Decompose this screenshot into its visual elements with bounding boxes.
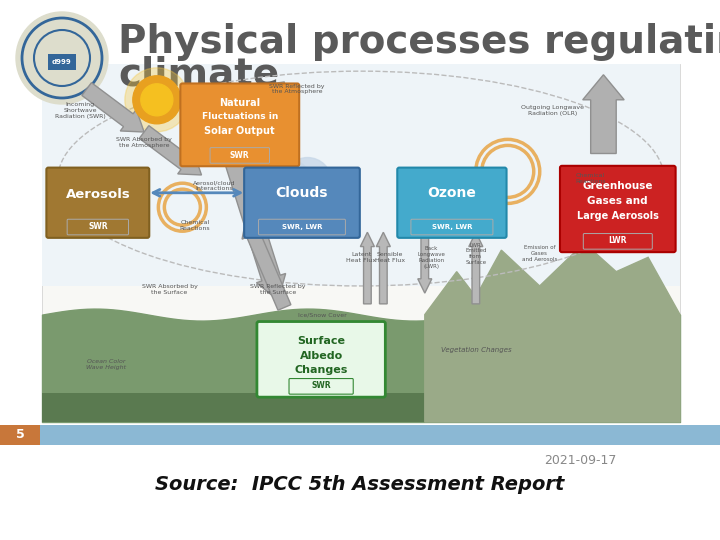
Text: Solar Output: Solar Output xyxy=(204,126,275,136)
Text: Ocean Color
Wave Height: Ocean Color Wave Height xyxy=(86,359,126,370)
Text: Source:  IPCC 5th Assessment Report: Source: IPCC 5th Assessment Report xyxy=(156,476,564,495)
Text: Gases and: Gases and xyxy=(588,196,648,206)
FancyArrow shape xyxy=(582,75,624,153)
Bar xyxy=(42,64,680,286)
Bar xyxy=(0,425,40,445)
Circle shape xyxy=(284,158,332,206)
FancyBboxPatch shape xyxy=(289,379,354,394)
Bar xyxy=(42,393,680,422)
Text: Ozone: Ozone xyxy=(428,186,477,200)
Text: Aerosol/cloud
Interactions: Aerosol/cloud Interactions xyxy=(193,180,235,191)
Circle shape xyxy=(125,68,189,132)
Text: Incoming
Shortwave
Radiation (SWR): Incoming Shortwave Radiation (SWR) xyxy=(55,102,106,119)
FancyBboxPatch shape xyxy=(181,84,300,166)
Bar xyxy=(48,54,76,70)
FancyArrow shape xyxy=(361,232,374,304)
Text: d999: d999 xyxy=(52,59,72,65)
Text: SWR Reflected by
the Surface: SWR Reflected by the Surface xyxy=(251,284,306,295)
FancyBboxPatch shape xyxy=(411,219,493,235)
Circle shape xyxy=(248,166,289,206)
FancyBboxPatch shape xyxy=(560,166,675,252)
Text: SWR: SWR xyxy=(311,381,331,390)
FancyBboxPatch shape xyxy=(397,167,507,238)
FancyArrow shape xyxy=(215,126,286,300)
Text: Fluctuations in: Fluctuations in xyxy=(202,112,278,122)
Text: SWR: SWR xyxy=(88,222,107,231)
Text: Albedo: Albedo xyxy=(300,351,343,361)
FancyArrow shape xyxy=(377,232,390,304)
Bar xyxy=(40,425,720,445)
Text: SWR, LWR: SWR, LWR xyxy=(282,224,323,230)
Text: Clouds: Clouds xyxy=(276,186,328,200)
FancyArrow shape xyxy=(139,126,202,175)
Polygon shape xyxy=(425,243,680,422)
Bar xyxy=(0,0,720,110)
Bar xyxy=(0,445,720,540)
Text: SWR, LWR: SWR, LWR xyxy=(432,224,472,230)
Text: Greenhouse: Greenhouse xyxy=(582,181,653,191)
Text: SWR Reflected by
the Atmosphere: SWR Reflected by the Atmosphere xyxy=(269,84,325,94)
Text: Chemical
Reactions: Chemical Reactions xyxy=(575,173,606,184)
FancyBboxPatch shape xyxy=(67,219,128,235)
Text: climate: climate xyxy=(118,55,279,93)
Text: LWR
Emitted
from
Surface: LWR Emitted from Surface xyxy=(465,242,487,265)
FancyBboxPatch shape xyxy=(46,167,149,238)
FancyBboxPatch shape xyxy=(210,147,269,163)
Text: 5: 5 xyxy=(16,429,24,442)
FancyBboxPatch shape xyxy=(257,321,385,397)
FancyArrow shape xyxy=(418,225,432,293)
FancyArrow shape xyxy=(242,218,291,310)
Text: SWR Absorbed by
the Atmosphere: SWR Absorbed by the Atmosphere xyxy=(116,137,172,148)
Text: Physical processes regulating: Physical processes regulating xyxy=(118,23,720,61)
Text: Ice/Snow Cover: Ice/Snow Cover xyxy=(298,312,347,317)
Circle shape xyxy=(16,12,108,104)
Text: Latent
Heat Flux: Latent Heat Flux xyxy=(346,252,376,263)
Text: LWR: LWR xyxy=(608,237,627,246)
FancyArrow shape xyxy=(82,83,144,132)
Text: Emission of
Gases
and Aerosols: Emission of Gases and Aerosols xyxy=(522,246,557,262)
Text: Surface: Surface xyxy=(297,336,345,347)
Text: Back
Longwave
Radiation
(LWR): Back Longwave Radiation (LWR) xyxy=(418,246,445,268)
Bar xyxy=(42,64,680,422)
Text: Aerosols: Aerosols xyxy=(66,188,130,201)
Text: Chemical
Reactions: Chemical Reactions xyxy=(180,220,210,231)
FancyArrow shape xyxy=(229,82,284,133)
Circle shape xyxy=(132,76,181,124)
Text: Sensible
Heat Flux: Sensible Heat Flux xyxy=(374,252,405,263)
Circle shape xyxy=(141,84,173,116)
Text: SWR: SWR xyxy=(230,151,250,160)
FancyBboxPatch shape xyxy=(258,219,346,235)
FancyBboxPatch shape xyxy=(583,234,652,249)
Text: SWR Absorbed by
the Surface: SWR Absorbed by the Surface xyxy=(142,284,197,295)
Text: Outgoing Longwave
Radiation (OLR): Outgoing Longwave Radiation (OLR) xyxy=(521,105,584,116)
Text: Vegetation Changes: Vegetation Changes xyxy=(441,347,511,354)
Circle shape xyxy=(257,158,313,214)
FancyBboxPatch shape xyxy=(244,167,360,238)
FancyArrow shape xyxy=(469,232,483,304)
Text: Changes: Changes xyxy=(294,365,348,375)
Text: 2021-09-17: 2021-09-17 xyxy=(544,454,616,467)
Text: Large Aerosols: Large Aerosols xyxy=(577,211,659,220)
Text: Natural: Natural xyxy=(219,98,261,108)
